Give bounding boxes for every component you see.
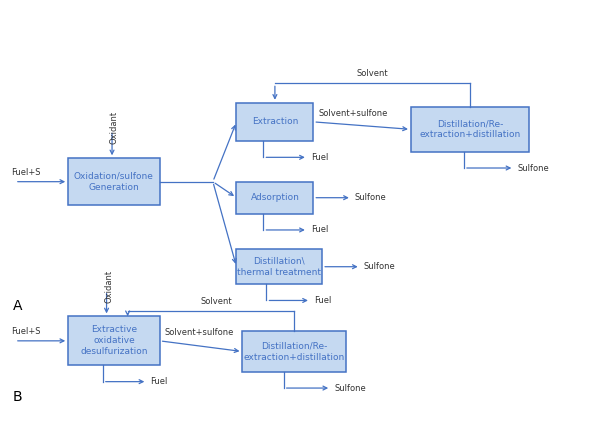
FancyBboxPatch shape bbox=[68, 158, 160, 205]
Text: Solvent+sulfone: Solvent+sulfone bbox=[318, 109, 387, 118]
Text: Fuel: Fuel bbox=[311, 153, 328, 162]
Text: Fuel: Fuel bbox=[314, 296, 331, 305]
Text: Sulfone: Sulfone bbox=[517, 164, 549, 173]
FancyBboxPatch shape bbox=[242, 331, 346, 372]
Text: B: B bbox=[13, 391, 23, 405]
FancyBboxPatch shape bbox=[236, 249, 322, 284]
Text: Distillation/Re-
extraction+distillation: Distillation/Re- extraction+distillation bbox=[419, 119, 520, 140]
Text: Solvent: Solvent bbox=[201, 296, 233, 306]
FancyBboxPatch shape bbox=[411, 107, 529, 152]
FancyBboxPatch shape bbox=[68, 316, 160, 365]
Text: Extraction: Extraction bbox=[251, 117, 298, 126]
Text: Fuel+S: Fuel+S bbox=[11, 167, 40, 177]
Text: Solvent+sulfone: Solvent+sulfone bbox=[165, 327, 234, 337]
Text: Fuel: Fuel bbox=[311, 225, 328, 235]
Text: A: A bbox=[13, 299, 23, 313]
Text: Oxidation/sulfone
Generation: Oxidation/sulfone Generation bbox=[74, 172, 154, 192]
Text: Sulfone: Sulfone bbox=[364, 262, 396, 271]
Text: Sulfone: Sulfone bbox=[334, 384, 366, 392]
Text: Adsorption: Adsorption bbox=[250, 193, 299, 202]
Text: Oxidant: Oxidant bbox=[104, 270, 113, 303]
FancyBboxPatch shape bbox=[236, 182, 314, 214]
Text: Sulfone: Sulfone bbox=[355, 193, 387, 202]
Text: Fuel+S: Fuel+S bbox=[11, 327, 40, 336]
Text: Distillation\
thermal treatment: Distillation\ thermal treatment bbox=[238, 257, 321, 277]
Text: Solvent: Solvent bbox=[356, 69, 388, 78]
FancyBboxPatch shape bbox=[236, 102, 314, 141]
Text: Fuel: Fuel bbox=[150, 377, 168, 386]
Text: Extractive
oxidative
desulfurization: Extractive oxidative desulfurization bbox=[80, 325, 148, 357]
Text: Distillation/Re-
extraction+distillation: Distillation/Re- extraction+distillation bbox=[244, 341, 345, 361]
Text: Oxidant: Oxidant bbox=[110, 111, 119, 144]
